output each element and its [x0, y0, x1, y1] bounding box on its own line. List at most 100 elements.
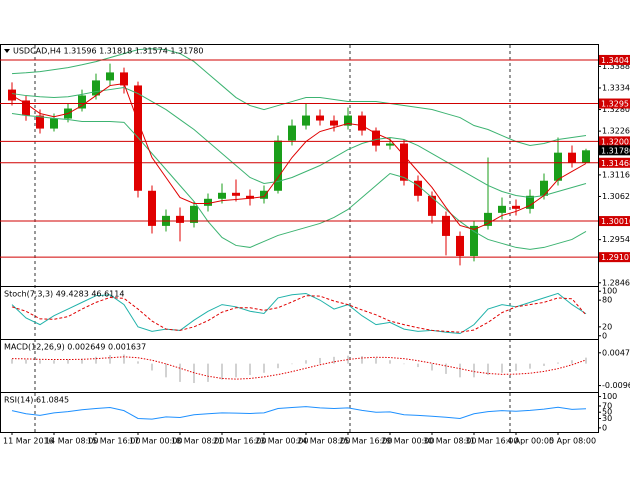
- histogram-bar: [403, 363, 405, 365]
- histogram-bar: [207, 363, 209, 382]
- level-box: [599, 54, 630, 65]
- histogram-bar: [235, 363, 237, 378]
- last-price-label: 1.31780: [601, 146, 630, 155]
- y-tick-label: 0: [602, 423, 607, 432]
- candle-body: [498, 205, 506, 213]
- histogram-bar: [11, 359, 13, 364]
- candle-body: [120, 72, 128, 86]
- histogram-bar: [39, 360, 41, 364]
- histogram-bar: [263, 363, 265, 373]
- y-tick-label: 1.32800: [602, 105, 630, 114]
- candle-body: [582, 150, 590, 163]
- candle-body: [316, 115, 324, 121]
- histogram-bar: [473, 363, 475, 378]
- level-box: [599, 136, 630, 147]
- candle-body: [470, 225, 478, 256]
- candle-body: [36, 115, 44, 129]
- histogram-bar: [319, 357, 321, 364]
- x-tick-label: 24 Mar 08:00: [297, 437, 350, 446]
- y-tick-label: 1.33880: [602, 62, 630, 71]
- panel-title: Stoch(7,3,3) 49.4283 46.6114: [4, 290, 124, 299]
- candle-body: [232, 192, 240, 196]
- histogram-bar: [95, 356, 97, 364]
- level-label: 1.32003: [601, 137, 630, 146]
- histogram-bar: [417, 363, 419, 368]
- indicator-line: [11, 113, 587, 250]
- candle-body: [456, 235, 464, 256]
- histogram-bar: [277, 363, 279, 369]
- histogram-bar: [347, 355, 349, 364]
- histogram-bar: [487, 363, 489, 376]
- histogram-bar: [67, 359, 69, 364]
- candle-body: [386, 143, 394, 146]
- histogram-bar: [571, 360, 573, 364]
- histogram-bar: [109, 354, 111, 364]
- candle-body: [8, 89, 16, 101]
- histogram-bar: [221, 363, 223, 380]
- histogram-bar: [123, 354, 125, 364]
- candle-body: [358, 115, 366, 131]
- candle-body: [526, 195, 534, 209]
- histogram-bar: [291, 363, 293, 365]
- level-box: [599, 216, 630, 227]
- y-tick-label: 100: [602, 392, 617, 401]
- histogram-bar: [249, 363, 251, 376]
- x-tick-label: 14 Mar 08:00: [45, 437, 98, 446]
- y-tick-label: 1.32260: [602, 127, 630, 136]
- indicator-line: [11, 87, 587, 198]
- panel-title: MACD(12,26,9) 0.002649 0.001637: [4, 343, 146, 352]
- x-tick-label: 25 Mar 16:00: [339, 437, 392, 446]
- plot-frame: [0, 44, 599, 433]
- candle-body: [428, 195, 436, 216]
- histogram-bar: [557, 362, 559, 364]
- panel-title: RSI(14) 61.0845: [4, 396, 69, 405]
- x-tick-label: 30 Mar 08:00: [423, 437, 476, 446]
- candle-body: [554, 152, 562, 181]
- y-tick-label: 1.29545: [602, 235, 630, 244]
- y-tick-label: 30: [602, 414, 612, 423]
- x-tick-label: 29 Mar 00:00: [381, 437, 434, 446]
- candle-body: [414, 180, 422, 196]
- x-tick-label: 11 Mar 2016: [3, 437, 54, 446]
- y-tick-label: 1.33340: [602, 83, 630, 92]
- panel-title: USDCAD,H4 1.31596 1.31818 1.31574 1.3178…: [13, 47, 203, 56]
- candle-body: [246, 195, 254, 199]
- candle-body: [148, 190, 156, 226]
- x-tick-label: 18 Mar 08:00: [171, 437, 224, 446]
- indicator-line: [11, 83, 587, 230]
- candle-body: [50, 118, 58, 129]
- candle-body: [218, 192, 226, 199]
- candle-body: [540, 180, 548, 196]
- indicator-line: [11, 406, 587, 420]
- level-box: [599, 98, 630, 109]
- candle-body: [190, 205, 198, 223]
- histogram-bar: [137, 361, 139, 364]
- histogram-bar: [459, 363, 461, 378]
- candle-body: [92, 80, 100, 96]
- indicator-line: [11, 48, 587, 147]
- x-tick-label: 21 Mar 16:00: [213, 437, 266, 446]
- x-tick-label: 5 Apr 08:00: [549, 437, 596, 446]
- histogram-bar: [431, 363, 433, 371]
- level-label: 1.29107: [601, 253, 630, 262]
- y-tick-label: 0.004761: [602, 348, 630, 357]
- last-price-box: [599, 145, 630, 156]
- x-tick-label: 17 Mar 00:00: [129, 437, 182, 446]
- symbol-marker: [4, 49, 10, 53]
- candle-body: [274, 140, 282, 191]
- candle-body: [176, 215, 184, 223]
- histogram-bar: [389, 360, 391, 364]
- histogram-bar: [25, 359, 27, 364]
- histogram-bar: [445, 363, 447, 374]
- candle-body: [106, 72, 114, 81]
- x-tick-label: 15 Mar 16:00: [87, 437, 140, 446]
- candle-body: [512, 205, 520, 209]
- candle-body: [442, 215, 450, 236]
- y-tick-label: 80: [602, 296, 612, 305]
- indicator-line: [11, 295, 587, 333]
- y-tick-label: 0: [602, 331, 607, 340]
- histogram-bar: [53, 360, 55, 364]
- candle-body: [344, 115, 352, 126]
